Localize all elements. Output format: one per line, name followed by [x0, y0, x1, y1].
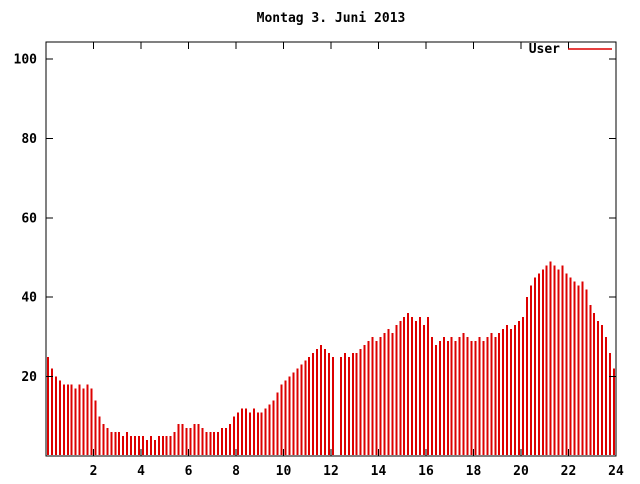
svg-text:10: 10: [276, 464, 292, 479]
svg-text:20: 20: [513, 464, 529, 479]
svg-text:22: 22: [561, 464, 577, 479]
svg-text:20: 20: [21, 370, 37, 385]
legend-label: User: [529, 42, 560, 57]
svg-text:24: 24: [608, 464, 624, 479]
svg-text:100: 100: [14, 53, 38, 68]
svg-text:6: 6: [185, 464, 193, 479]
svg-text:80: 80: [21, 132, 37, 147]
svg-text:4: 4: [137, 464, 145, 479]
chart-title: Montag 3. Juni 2013: [257, 11, 406, 26]
x-ticks-group: 2 4 6 8 10 12 14 16 18 20 22 24: [90, 42, 624, 479]
y-ticks-group: 20 40 60 80 100: [14, 53, 616, 385]
svg-text:12: 12: [323, 464, 339, 479]
svg-text:8: 8: [232, 464, 240, 479]
svg-text:18: 18: [466, 464, 482, 479]
svg-text:14: 14: [371, 464, 387, 479]
svg-text:60: 60: [21, 211, 37, 226]
svg-text:16: 16: [418, 464, 434, 479]
bars-group: [46, 261, 616, 455]
legend-group: User: [529, 42, 612, 57]
svg-text:2: 2: [90, 464, 98, 479]
svg-text:40: 40: [21, 291, 37, 306]
